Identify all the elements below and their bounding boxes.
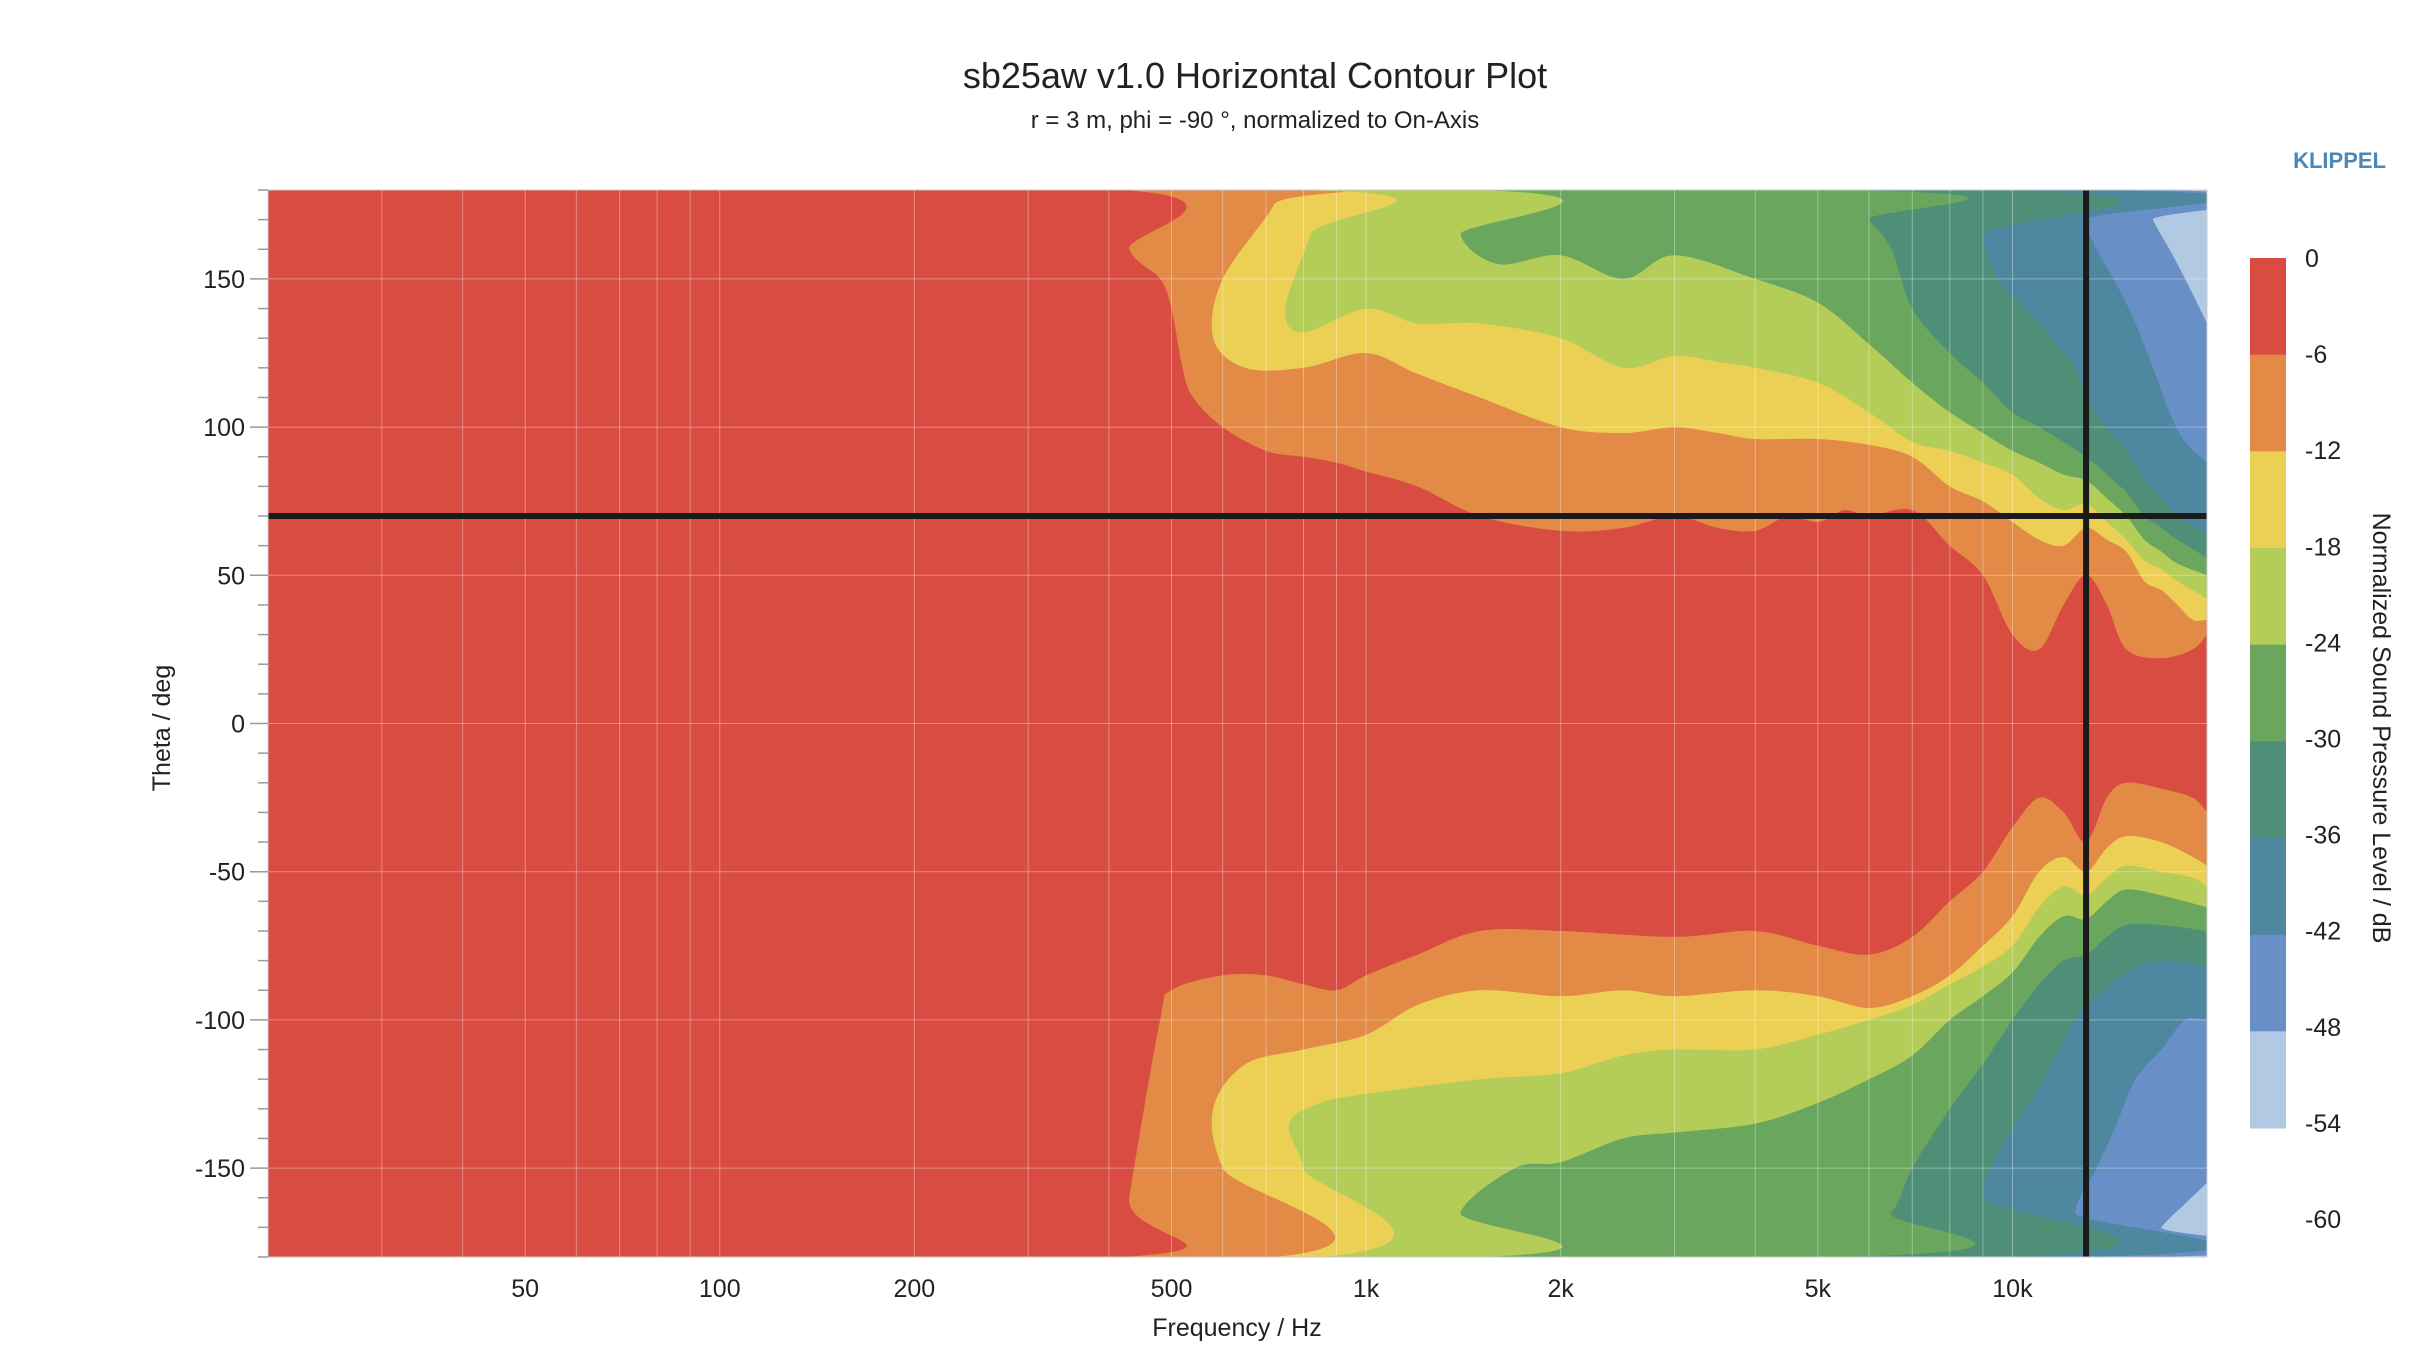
colorbar-swatch (2250, 451, 2286, 549)
cursor-lines (268, 190, 2207, 1257)
colorbar-tick-label: -60 (2305, 1206, 2341, 1234)
x-tick-label: 5k (1805, 1275, 1832, 1303)
x-tick-label: 1k (1353, 1275, 1380, 1303)
chart-subtitle: r = 3 m, phi = -90 °, normalized to On-A… (1031, 107, 1479, 134)
x-axis-label: Frequency / Hz (1152, 1314, 1322, 1342)
x-tick-label: 200 (893, 1275, 935, 1303)
colorbar-swatch (2250, 644, 2286, 742)
grid-lines (268, 190, 2207, 1257)
y-tick-label: -100 (195, 1007, 245, 1035)
colorbar-swatch (2250, 258, 2286, 356)
colorbar-tick-label: -36 (2305, 822, 2341, 850)
y-tick-label: -50 (209, 859, 245, 887)
colorbar-tick-label: -54 (2305, 1110, 2341, 1138)
plot-area (268, 190, 2207, 1257)
colorbar-tick-label: -24 (2305, 629, 2341, 657)
x-axis-ticks: 50 100 200 500 1k 2k 5k 10k (511, 1275, 2033, 1303)
colorbar-tick-label: -12 (2305, 437, 2341, 465)
colorbar (2250, 258, 2286, 1129)
brand-label: KLIPPEL (2293, 148, 2386, 173)
x-tick-label: 2k (1547, 1275, 1574, 1303)
contour-bands (268, 190, 2207, 1257)
contour-band-lower-30 (268, 923, 2207, 1257)
x-tick-label: 50 (511, 1275, 539, 1303)
contour-band-lower-24 (268, 889, 2207, 1257)
colorbar-swatch (2250, 548, 2286, 646)
y-tick-label: 100 (203, 414, 245, 442)
x-tick-label: 500 (1151, 1275, 1193, 1303)
colorbar-swatch (2250, 934, 2286, 1032)
y-tick-label: -150 (195, 1155, 245, 1183)
x-tick-label: 100 (699, 1275, 741, 1303)
colorbar-tick-label: -48 (2305, 1014, 2341, 1042)
colorbar-swatch (2250, 1031, 2286, 1129)
colorbar-swatch (2250, 741, 2286, 839)
chart-title: sb25aw v1.0 Horizontal Contour Plot (963, 55, 1547, 96)
colorbar-tick-label: -6 (2305, 341, 2327, 369)
colorbar-swatch (2250, 838, 2286, 936)
y-tick-label: 50 (217, 562, 245, 590)
colorbar-swatch (2250, 354, 2286, 452)
colorbar-tick-label: -42 (2305, 918, 2341, 946)
contour-band-upper-18 (268, 190, 2207, 599)
colorbar-tick-label: -18 (2305, 533, 2341, 561)
x-tick-label: 10k (1992, 1275, 2033, 1303)
colorbar-tick-labels: 0 -6 -12 -18 -24 -30 -36 -42 -48 -54 -60 (2305, 245, 2341, 1234)
y-tick-label: 0 (231, 711, 245, 739)
colorbar-tick-label: -30 (2305, 726, 2341, 754)
colorbar-label: Normalized Sound Pressure Level / dB (2367, 513, 2395, 944)
y-tick-label: 150 (203, 266, 245, 294)
y-axis-label: Theta / deg (148, 665, 176, 791)
colorbar-tick-label: 0 (2305, 245, 2319, 273)
y-axis-ticks: 150 100 50 0 -50 -100 -150 (195, 189, 268, 1258)
